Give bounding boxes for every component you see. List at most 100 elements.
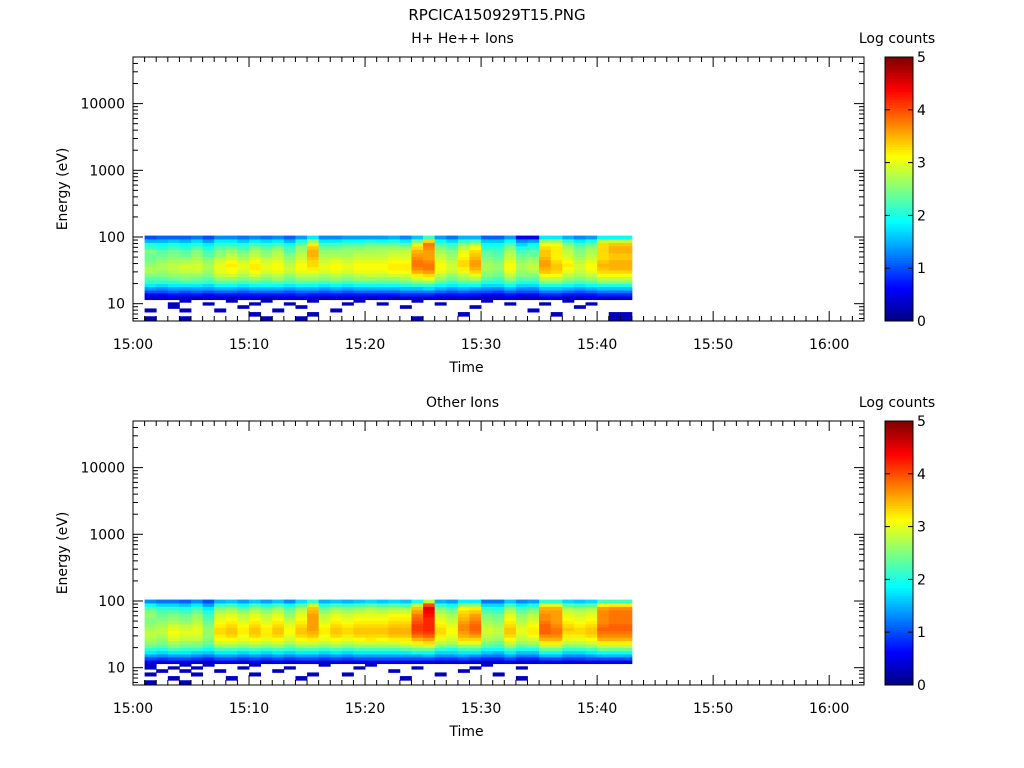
heatmap-cell [225,276,238,281]
heatmap-cell [353,242,366,247]
heatmap-cell [562,602,575,607]
colorbar-segment [885,247,913,251]
heatmap-cell [469,660,482,665]
heatmap-cell [202,620,215,625]
heatmap-cell [573,630,586,635]
heatmap-cell [341,654,354,658]
heatmap-cell [260,660,273,665]
heatmap-cell [191,634,204,638]
heatmap-cell [156,283,169,288]
heatmap-cell [515,245,528,250]
heatmap-cell [191,654,204,658]
heatmap-cell [504,637,517,642]
heatmap-cell [573,634,586,638]
heatmap-cell [249,292,262,297]
heatmap-cell [272,617,285,621]
heatmap-cell [446,647,459,652]
heatmap-cell [434,634,447,638]
heatmap-cell [225,647,238,652]
heatmap-cell [608,263,621,268]
heatmap-cell [573,238,586,243]
heatmap-cell [469,256,482,261]
heatmap-cell [388,602,401,607]
heatmap-cell [399,256,412,261]
heatmap-cell [492,644,505,649]
heatmap-cell [249,259,262,264]
heatmap-cell [318,273,331,278]
heatmap-cell [550,270,563,274]
heatmap-cell [307,235,320,240]
heatmap-cell [399,235,412,240]
heatmap-cell [411,266,424,271]
heatmap-cell [423,276,436,281]
heatmap-cell [585,290,598,294]
heatmap-cell [492,609,505,614]
heatmap-cell [330,263,343,268]
heatmap-cell [353,647,366,652]
heatmap-cell [492,656,505,661]
heatmap-cell [330,602,343,607]
heatmap-cell [179,256,192,261]
heatmap-cell [353,238,366,243]
heatmap-cell [481,286,494,291]
heatmap-cell [550,627,563,632]
heatmap-cell [388,238,401,243]
heatmap-cell [156,602,169,607]
heatmap-cell [167,634,180,638]
heatmap-cell [353,656,366,661]
heatmap-cell [260,637,273,642]
heatmap-cell [608,656,621,661]
heatmap-cell [283,602,296,607]
heatmap-cell [527,245,540,250]
heatmap-cell [272,249,285,254]
heatmap-cell [365,617,378,621]
heatmap-cell [539,606,552,611]
heatmap-cell [179,637,192,642]
heatmap-cell [214,283,227,288]
heatmap-cell [608,290,621,294]
colorbar-segment [885,671,913,675]
heatmap-cell [191,627,204,632]
heatmap-cell [237,609,250,614]
heatmap-cell [504,242,517,247]
heatmap-cell [539,637,552,642]
heatmap-cell [481,238,494,243]
heatmap-cell [539,290,552,294]
heatmap-cell [179,644,192,649]
heatmap-cell [550,249,563,254]
heatmap-cell [307,630,320,635]
heatmap-cell [539,259,552,264]
heatmap-cell [202,263,215,268]
heatmap-cell [237,623,250,628]
heatmap-cell [446,606,459,611]
heatmap-cell [457,647,470,652]
heatmap-cell [365,290,378,294]
heatmap-cell [214,602,227,607]
heatmap-cell [179,663,192,667]
heatmap-cell [620,644,633,649]
heatmap-cell [608,627,621,632]
heatmap-cell [191,623,204,628]
heatmap-cell [260,270,273,274]
heatmap-cell [237,627,250,632]
heatmap-cell [167,609,180,614]
heatmap-cell [179,630,192,635]
heatmap-cell [376,290,389,294]
colorbar-segment [885,268,913,272]
heatmap-cell [423,280,436,285]
heatmap-cell [504,599,517,604]
heatmap-cell [597,256,610,261]
heatmap-cell [376,623,389,628]
heatmap-cell [179,654,192,658]
heatmap-cell [365,245,378,250]
colorbar-segment [885,178,913,182]
heatmap-cell [527,256,540,261]
heatmap-cell [620,235,633,240]
heatmap-cell [330,620,343,625]
heatmap-cell [353,270,366,274]
heatmap-cell [214,290,227,294]
heatmap-cell [434,609,447,614]
heatmap-cell [353,599,366,604]
heatmap-cell [307,656,320,661]
heatmap-cell [156,627,169,632]
